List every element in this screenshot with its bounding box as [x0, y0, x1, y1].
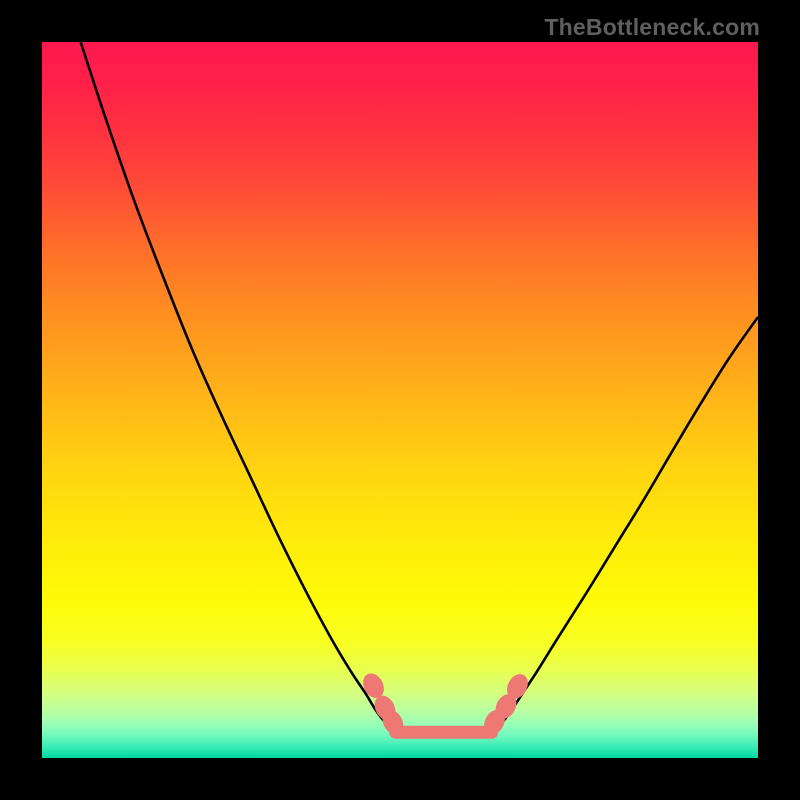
- plot-area: [42, 42, 758, 758]
- curves-overlay: [42, 42, 758, 758]
- chart-frame: [0, 0, 800, 800]
- watermark-label: TheBottleneck.com: [544, 14, 760, 41]
- curve: [81, 42, 390, 728]
- curve: [497, 317, 758, 728]
